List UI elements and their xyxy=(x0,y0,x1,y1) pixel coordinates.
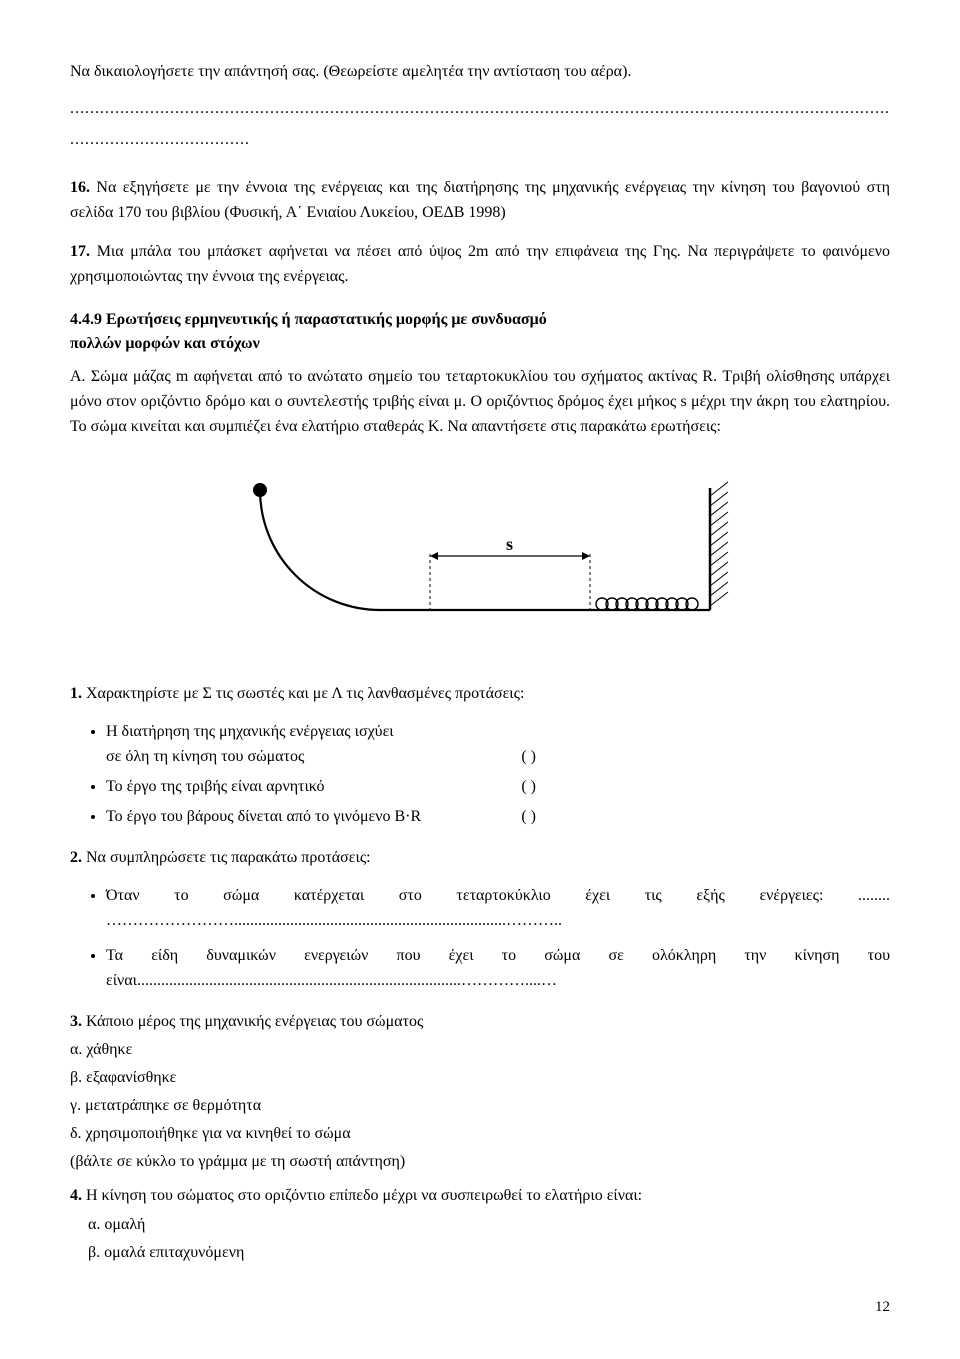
q3-option-c[interactable]: γ. μετατράπηκε σε θερμότητα xyxy=(70,1094,890,1119)
list-item: Όταν το σώμα κατέρχεται στο τεταρτοκύκλι… xyxy=(106,884,890,934)
section-449-heading: 4.4.9 Ερωτήσεις ερμηνευτικής ή παραστατι… xyxy=(70,308,890,358)
spring-icon xyxy=(596,598,698,610)
wall-hatch-icon xyxy=(710,482,728,606)
q4-text: Η κίνηση του σώματος στο οριζόντιο επίπε… xyxy=(86,1187,642,1204)
q4-option-b[interactable]: β. ομαλά επιταχυνόμενη xyxy=(88,1241,890,1266)
q3-number: 3. xyxy=(70,1013,82,1030)
problem-A: Α. Σώμα μάζας m αφήνεται από το ανώτατο … xyxy=(70,365,890,439)
list-item: Το έργο του βάρους δίνεται από το γινόμε… xyxy=(106,805,890,830)
question-2: 2. Να συμπληρώσετε τις παρακάτω προτάσει… xyxy=(70,846,890,871)
q3-option-a[interactable]: α. χάθηκε xyxy=(70,1038,890,1063)
q17-text: Μια μπάλα του μπάσκετ αφήνεται να πέσει … xyxy=(70,243,890,285)
q3-option-b[interactable]: β. εξαφανίσθηκε xyxy=(70,1066,890,1091)
s-label: s xyxy=(506,534,513,554)
q3-option-d[interactable]: δ. χρησιμοποιήθηκε για να κινηθεί το σώμ… xyxy=(70,1122,890,1147)
question-1: 1. Χαρακτηρίστε με Σ τις σωστές και με Λ… xyxy=(70,682,890,707)
q2-item2-dots: είναι...................................… xyxy=(106,969,890,994)
q2-item2-spread: Τα είδη δυναμικών ενεργειών που έχει το … xyxy=(106,944,890,969)
list-item: Το έργο της τριβής είναι αρνητικό ( ) xyxy=(106,775,890,800)
q4-option-a[interactable]: α. ομαλή xyxy=(88,1213,890,1238)
q1-bullet-list: Η διατήρηση της μηχανικής ενέργειας ισχύ… xyxy=(70,720,890,829)
section-449-heading-line1: 4.4.9 Ερωτήσεις ερμηνευτικής ή παραστατι… xyxy=(70,308,890,333)
q3-hint: (βάλτε σε κύκλο το γράμμα με τη σωστή απ… xyxy=(70,1150,890,1175)
intro-justify: Να δικαιολογήσετε την απάντησή σας. (Θεω… xyxy=(70,60,890,85)
true-false-blank[interactable]: ( ) xyxy=(481,805,536,830)
answer-dots-2: .................................... xyxy=(70,128,890,153)
physics-figure: s xyxy=(70,468,890,648)
true-false-blank[interactable]: ( ) xyxy=(481,775,536,800)
question-4: 4. Η κίνηση του σώματος στο οριζόντιο επ… xyxy=(70,1184,890,1209)
q4-number: 4. xyxy=(70,1187,82,1204)
question-17: 17. Μια μπάλα του μπάσκετ αφήνεται να πέ… xyxy=(70,240,890,290)
q2-item1-spread: Όταν το σώμα κατέρχεται στο τεταρτοκύκλι… xyxy=(106,884,890,909)
q1-item2-text: Το έργο της τριβής είναι αρνητικό xyxy=(106,775,325,800)
q2-number: 2. xyxy=(70,849,82,866)
q3-options: α. χάθηκε β. εξαφανίσθηκε γ. μετατράπηκε… xyxy=(70,1038,890,1174)
q3-text: Κάποιο μέρος της μηχανικής ενέργειας του… xyxy=(86,1013,423,1030)
q1-text: Χαρακτηρίστε με Σ τις σωστές και με Λ τι… xyxy=(86,685,524,702)
q4-options: α. ομαλή β. ομαλά επιταχυνόμενη xyxy=(88,1213,890,1266)
problem-A-text: Σώμα μάζας m αφήνεται από το ανώτατο σημ… xyxy=(70,368,890,435)
list-item: Τα είδη δυναμικών ενεργειών που έχει το … xyxy=(106,944,890,994)
q16-text: Να εξηγήσετε με την έννοια της ενέργειας… xyxy=(70,179,890,221)
q2-bullet-list: Όταν το σώμα κατέρχεται στο τεταρτοκύκλι… xyxy=(70,884,890,993)
q2-text: Να συμπληρώσετε τις παρακάτω προτάσεις: xyxy=(86,849,371,866)
q1-item3-text: Το έργο του βάρους δίνεται από το γινόμε… xyxy=(106,805,421,830)
question-16: 16. Να εξηγήσετε με την έννοια της ενέργ… xyxy=(70,176,890,226)
answer-dots-1: ........................................… xyxy=(70,97,890,122)
q17-number: 17. xyxy=(70,243,90,260)
list-item: Η διατήρηση της μηχανικής ενέργειας ισχύ… xyxy=(106,720,890,770)
section-449-heading-line2: πολλών μορφών και στόχων xyxy=(70,332,890,357)
q1-item1-line2: σε όλη τη κίνηση του σώματος xyxy=(106,745,304,770)
page-number: 12 xyxy=(70,1296,890,1319)
question-3: 3. Κάποιο μέρος της μηχανικής ενέργειας … xyxy=(70,1010,890,1035)
q2-item1-dots: ……………………................................… xyxy=(106,909,890,934)
true-false-blank[interactable]: ( ) xyxy=(481,745,536,770)
q1-number: 1. xyxy=(70,685,82,702)
ramp-spring-diagram: s xyxy=(210,468,750,648)
q1-item1-line1: Η διατήρηση της μηχανικής ενέργειας ισχύ… xyxy=(106,720,890,745)
q16-number: 16. xyxy=(70,179,90,196)
problem-A-label: Α. xyxy=(70,368,86,385)
